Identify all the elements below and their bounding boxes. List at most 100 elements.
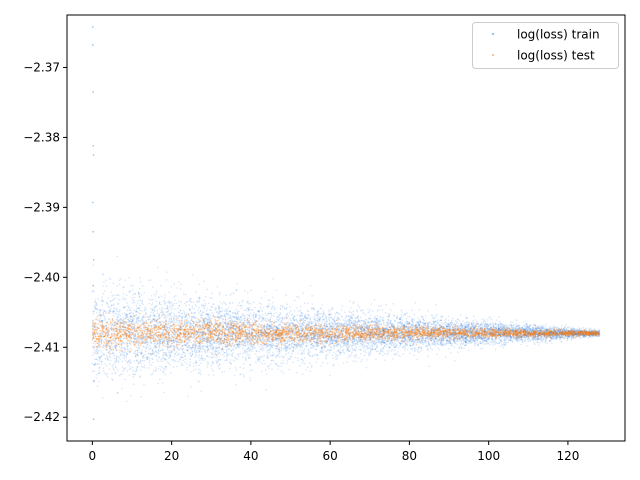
- data-point: [217, 359, 220, 361]
- data-point: [436, 328, 438, 330]
- data-point: [164, 327, 166, 330]
- data-point: [137, 339, 139, 341]
- data-point: [138, 291, 140, 294]
- data-point: [110, 344, 112, 347]
- data-point: [201, 326, 204, 329]
- data-point: [167, 329, 170, 331]
- data-point: [482, 331, 485, 334]
- data-point: [368, 316, 371, 319]
- data-point: [98, 363, 100, 365]
- data-point: [127, 342, 129, 345]
- data-point: [175, 316, 177, 319]
- data-point: [324, 335, 326, 338]
- data-point: [221, 345, 224, 348]
- data-point: [542, 338, 545, 341]
- data-point: [165, 332, 168, 335]
- data-point: [343, 341, 346, 344]
- data-point: [205, 349, 207, 352]
- data-point: [471, 329, 474, 332]
- data-point: [380, 324, 383, 327]
- data-point: [164, 342, 166, 345]
- data-point: [547, 336, 550, 338]
- data-point: [112, 342, 115, 345]
- data-point: [189, 361, 192, 363]
- data-point: [447, 315, 450, 318]
- data-point: [112, 363, 115, 366]
- data-point: [270, 362, 272, 365]
- data-point: [187, 395, 189, 398]
- data-point: [130, 307, 132, 310]
- data-point: [125, 356, 127, 359]
- data-point: [123, 299, 126, 301]
- data-point: [344, 342, 347, 345]
- data-point: [203, 304, 205, 307]
- data-point: [189, 323, 192, 325]
- data-point: [407, 331, 409, 334]
- data-point: [133, 314, 136, 317]
- data-point: [126, 316, 129, 318]
- data-point: [336, 312, 338, 314]
- data-point: [543, 327, 545, 330]
- data-point: [163, 391, 165, 394]
- data-point: [139, 320, 142, 323]
- data-point: [456, 333, 458, 336]
- data-point: [126, 309, 129, 312]
- data-point: [139, 304, 141, 307]
- data-point: [332, 357, 334, 360]
- data-point: [236, 304, 239, 307]
- data-point: [142, 316, 144, 318]
- data-point: [116, 369, 119, 372]
- data-point: [440, 316, 443, 319]
- data-point: [156, 312, 159, 315]
- data-point: [246, 321, 248, 324]
- data-point: [345, 329, 347, 332]
- data-point: [160, 295, 163, 297]
- data-point: [455, 333, 458, 336]
- data-point: [564, 323, 567, 326]
- data-point: [112, 367, 115, 369]
- data-point: [271, 326, 273, 328]
- data-point: [349, 355, 352, 358]
- data-point: [481, 318, 484, 320]
- data-point: [448, 340, 450, 343]
- data-point: [468, 342, 471, 344]
- data-point: [459, 337, 462, 339]
- data-point: [357, 336, 360, 339]
- data-point: [377, 320, 380, 322]
- data-point: [210, 356, 212, 359]
- data-point: [370, 336, 373, 339]
- data-point: [388, 336, 390, 339]
- data-point: [428, 321, 431, 324]
- data-point: [173, 320, 176, 323]
- data-point: [309, 351, 311, 353]
- data-point: [176, 365, 178, 368]
- data-point: [250, 333, 253, 336]
- data-point: [333, 319, 335, 322]
- data-point: [439, 327, 441, 330]
- data-point: [115, 366, 117, 369]
- data-point: [237, 341, 239, 344]
- data-point: [408, 337, 410, 339]
- data-point: [453, 346, 456, 348]
- data-point: [150, 341, 152, 343]
- data-point: [430, 323, 433, 325]
- data-point: [319, 307, 322, 310]
- data-point: [241, 304, 244, 307]
- data-point: [112, 324, 115, 327]
- data-point: [153, 320, 156, 322]
- data-point: [394, 342, 396, 345]
- data-point: [285, 350, 287, 353]
- data-point: [100, 355, 103, 357]
- data-point: [225, 311, 227, 313]
- data-point: [589, 333, 591, 335]
- data-point: [459, 337, 461, 339]
- data-point: [140, 310, 143, 312]
- data-point: [178, 300, 180, 303]
- data-point: [380, 328, 383, 330]
- data-point: [153, 293, 155, 296]
- data-point: [278, 365, 280, 368]
- data-point: [378, 321, 381, 323]
- data-point: [541, 329, 544, 332]
- data-point: [296, 314, 299, 316]
- data-point: [177, 346, 179, 349]
